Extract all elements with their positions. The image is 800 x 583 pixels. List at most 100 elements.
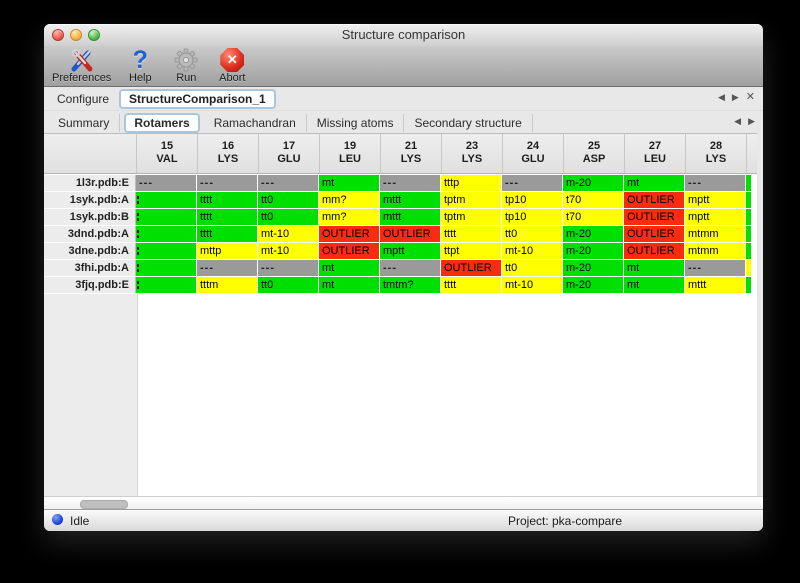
column-header-27[interactable]: 27 LEU: [625, 134, 686, 173]
row-label[interactable]: 3fhi.pdb:A: [44, 260, 136, 276]
column-header-24[interactable]: 24 GLU: [503, 134, 564, 173]
rotamer-cell[interactable]: [136, 243, 196, 259]
tab-secondary-structure[interactable]: Secondary structure: [404, 113, 533, 132]
rotamer-cell[interactable]: mm?: [319, 192, 379, 208]
column-header-23[interactable]: 23 LYS: [442, 134, 503, 173]
column-header-21[interactable]: 21 LYS: [381, 134, 442, 173]
run-button[interactable]: Run: [169, 46, 203, 84]
tab-ramachandran[interactable]: Ramachandran: [204, 113, 307, 132]
row-label[interactable]: 3fjq.pdb:E: [44, 277, 136, 293]
rotamer-cell[interactable]: [136, 192, 196, 208]
row-label[interactable]: 3dnd.pdb:A: [44, 226, 136, 242]
rotamer-cell[interactable]: mttt: [380, 192, 440, 208]
rotamer-cell[interactable]: OUTLIER: [319, 226, 379, 242]
rotamer-cell[interactable]: ---: [136, 175, 196, 191]
rotamer-cell[interactable]: [136, 260, 196, 276]
tab-scroll-left-icon[interactable]: ◀: [717, 92, 725, 102]
tab-rotamers[interactable]: Rotamers: [124, 112, 200, 133]
rotamer-cell[interactable]: mt: [319, 260, 379, 276]
rotamer-cell[interactable]: ---: [197, 175, 257, 191]
column-header-17[interactable]: 17 GLU: [259, 134, 320, 173]
row-label[interactable]: 3dne.pdb:A: [44, 243, 136, 259]
rotamer-cell[interactable]: m-20: [563, 243, 623, 259]
preferences-button[interactable]: Preferences: [52, 46, 111, 84]
rotamer-cell[interactable]: mt: [624, 277, 684, 293]
rotamer-cell[interactable]: ---: [685, 175, 745, 191]
rotamer-cell[interactable]: ---: [197, 260, 257, 276]
scrollbar-thumb[interactable]: [80, 500, 128, 509]
rotamer-cell[interactable]: OUTLIER: [624, 192, 684, 208]
rotamer-cell[interactable]: ---: [380, 175, 440, 191]
rotamer-cell[interactable]: mttt: [380, 209, 440, 225]
column-header-25[interactable]: 25 ASP: [564, 134, 625, 173]
rotamer-cell[interactable]: tttt: [197, 226, 257, 242]
tab-scroll-right-icon[interactable]: ▶: [731, 92, 739, 102]
rotamer-cell[interactable]: tt0: [258, 277, 318, 293]
abort-button[interactable]: ✕ Abort: [215, 46, 249, 84]
rotamer-cell[interactable]: tp10: [502, 192, 562, 208]
row-label[interactable]: 1syk.pdb:B: [44, 209, 136, 225]
rotamer-cell[interactable]: m-20: [563, 277, 623, 293]
rotamer-cell[interactable]: tt0: [502, 260, 562, 276]
rotamer-cell[interactable]: tt0: [258, 192, 318, 208]
rotamer-cell[interactable]: mptt: [685, 192, 745, 208]
rotamer-cell[interactable]: tttm: [197, 277, 257, 293]
rotamer-cell[interactable]: mptt: [380, 243, 440, 259]
rotamer-cell[interactable]: tttp: [441, 175, 501, 191]
rotamer-cell[interactable]: mtmm: [685, 243, 745, 259]
rotamer-cell[interactable]: ---: [502, 175, 562, 191]
row-label[interactable]: 1syk.pdb:A: [44, 192, 136, 208]
rotamer-cell[interactable]: OUTLIER: [624, 209, 684, 225]
rotamer-cell[interactable]: mt: [319, 277, 379, 293]
rotamer-cell[interactable]: tptm: [441, 192, 501, 208]
rotamer-cell[interactable]: ---: [258, 260, 318, 276]
rotamer-cell[interactable]: tttt: [197, 209, 257, 225]
rotamer-cell[interactable]: mt: [319, 175, 379, 191]
column-header-15[interactable]: 15 VAL: [137, 134, 198, 173]
tab-structurecomparison-1[interactable]: StructureComparison_1: [119, 88, 276, 109]
row-label[interactable]: 1l3r.pdb:E: [44, 175, 136, 191]
rotamer-cell[interactable]: tt0: [502, 226, 562, 242]
horizontal-scrollbar[interactable]: [44, 496, 763, 510]
rotamer-cell[interactable]: ---: [380, 260, 440, 276]
rotamer-cell[interactable]: OUTLIER: [441, 260, 501, 276]
rotamer-cell[interactable]: t70: [563, 209, 623, 225]
minimize-window-button[interactable]: [70, 29, 82, 41]
rotamer-cell[interactable]: m-20: [563, 260, 623, 276]
rotamer-cell[interactable]: ---: [685, 260, 745, 276]
rotamer-cell[interactable]: m-20: [563, 175, 623, 191]
column-header-16[interactable]: 16 LYS: [198, 134, 259, 173]
rotamer-cell[interactable]: OUTLIER: [380, 226, 440, 242]
rotamer-cell[interactable]: mt: [624, 260, 684, 276]
rotamer-cell[interactable]: mptt: [685, 209, 745, 225]
rotamer-cell[interactable]: tttt: [197, 192, 257, 208]
rotamer-cell[interactable]: tmtm?: [380, 277, 440, 293]
column-header-19[interactable]: 19 LEU: [320, 134, 381, 173]
rotamer-cell[interactable]: OUTLIER: [319, 243, 379, 259]
rotamer-cell[interactable]: mm?: [319, 209, 379, 225]
rotamer-cell[interactable]: tt0: [258, 209, 318, 225]
rotamer-cell[interactable]: m-20: [563, 226, 623, 242]
rotamer-cell[interactable]: mt-10: [502, 277, 562, 293]
rotamer-cell[interactable]: mttt: [685, 277, 745, 293]
rotamer-cell[interactable]: [136, 226, 196, 242]
rotamer-cell[interactable]: mt-10: [502, 243, 562, 259]
zoom-window-button[interactable]: [88, 29, 100, 41]
rotamer-cell[interactable]: mt-10: [258, 243, 318, 259]
rotamer-cell[interactable]: tttt: [441, 226, 501, 242]
help-button[interactable]: ? Help: [123, 46, 157, 85]
close-window-button[interactable]: [52, 29, 64, 41]
tab-close-icon[interactable]: ✕: [745, 91, 755, 103]
tab-summary[interactable]: Summary: [48, 113, 121, 132]
rotamer-cell[interactable]: [136, 277, 196, 293]
rotamer-cell[interactable]: tptm: [441, 209, 501, 225]
rotamer-cell[interactable]: mt-10: [258, 226, 318, 242]
rotamer-cell[interactable]: mtmm: [685, 226, 745, 242]
rotamer-cell[interactable]: [136, 209, 196, 225]
rotamer-cell[interactable]: mt: [624, 175, 684, 191]
rotamer-cell[interactable]: OUTLIER: [624, 243, 684, 259]
rotamer-cell[interactable]: ---: [258, 175, 318, 191]
rotamer-cell[interactable]: OUTLIER: [624, 226, 684, 242]
subtab-scroll-right-icon[interactable]: ▶: [748, 116, 755, 126]
rotamer-cell[interactable]: mttp: [197, 243, 257, 259]
